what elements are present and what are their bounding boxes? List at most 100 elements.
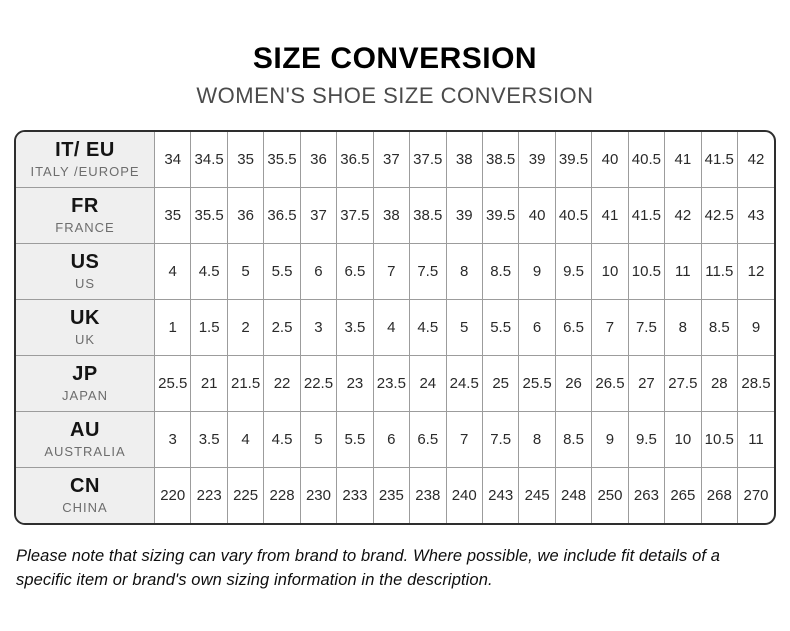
size-value-cell: 21: [190, 355, 228, 412]
size-value-cell: 42: [664, 187, 702, 244]
row-header-cell: IT/ EU ITALY /EUROPE: [16, 132, 155, 188]
size-value-cell: 228: [263, 467, 301, 523]
size-value-cell: 27.5: [664, 355, 702, 412]
region-name: CHINA: [62, 500, 108, 516]
size-value-cell: 1.5: [190, 299, 228, 356]
size-value-cell: 7: [591, 299, 629, 356]
size-value-cell: 38: [445, 132, 483, 188]
size-value-cell: 26: [554, 355, 593, 412]
table-row: US US 4 4.5 5 5.5 6 6.5 7 7.5 8 8.5 9 9.5 10 10.5 11 11.5…: [16, 243, 774, 300]
size-value-cell: 26.5: [591, 355, 629, 412]
size-value-cell: 4.5: [409, 299, 447, 356]
size-value-cell: 263: [627, 467, 666, 523]
size-value-cell: 10.5: [700, 411, 739, 468]
size-value-cell: 35: [226, 132, 265, 188]
size-value-cell: 41.5: [700, 132, 739, 188]
size-value-cell: 39.5: [481, 187, 520, 244]
size-value-cell: 38: [372, 187, 411, 244]
size-value-cell: 5.5: [336, 411, 374, 468]
size-value-cell: 6: [299, 243, 338, 300]
size-value-cell: 7.5: [627, 299, 666, 356]
region-name: UK: [74, 332, 96, 348]
size-value-cell: 248: [554, 467, 593, 523]
size-value-cell: 41: [591, 187, 629, 244]
size-value-cell: 34: [153, 132, 192, 188]
size-value-cell: 36.5: [336, 132, 374, 188]
size-value-cell: 9.5: [627, 411, 666, 468]
sizing-note: Please note that sizing can vary from br…: [16, 547, 720, 589]
table-row: UK UK 1 1.5 2 2.5 3 3.5 4 4.5 5 5.5 6 6.5 7 7.5 8 8.5 9: [16, 299, 774, 356]
region-name: ITALY /EUROPE: [30, 164, 140, 180]
size-value-cell: 28: [700, 355, 739, 412]
size-value-cell: 9.5: [554, 243, 593, 300]
size-value-cell: 8.5: [554, 411, 593, 468]
size-value-cell: 39: [445, 187, 483, 244]
size-value-cell: 5: [226, 243, 265, 300]
size-value-cell: 23.5: [372, 355, 411, 412]
row-header-cell: AU AUSTRALIA: [16, 411, 155, 468]
size-value-cell: 37: [372, 132, 411, 188]
size-value-cell: 23: [336, 355, 374, 412]
size-table-body: IT/ EU ITALY /EUROPE 34 34.5 35 35.5 36 36.5 37 3…: [16, 132, 774, 523]
size-value-cell: 37.5: [409, 132, 447, 188]
size-value-cell: 6.5: [554, 299, 593, 356]
size-value-cell: 8: [664, 299, 702, 356]
size-value-cell: 5: [299, 411, 338, 468]
size-value-cell: 8.5: [481, 243, 520, 300]
region-code: FR: [71, 195, 99, 218]
size-value-cell: 43: [737, 187, 774, 244]
table-row: AU AUSTRALIA 3 3.5 4 4.5 5 5.5 6 6.5 7 7.5 8 8.5 9 9.5 1…: [16, 411, 774, 468]
size-value-cell: 1: [153, 299, 192, 356]
size-value-cell: 25.5: [153, 355, 192, 412]
size-value-cell: 11: [664, 243, 702, 300]
size-value-cell: 4: [153, 243, 192, 300]
size-value-cell: 9: [737, 299, 774, 356]
size-value-cell: 7: [372, 243, 411, 300]
size-value-cell: 22.5: [299, 355, 338, 412]
size-value-cell: 27: [627, 355, 666, 412]
page-subtitle: WOMEN'S SHOE SIZE CONVERSION: [196, 83, 594, 108]
size-value-cell: 240: [445, 467, 483, 523]
size-value-cell: 6: [372, 411, 411, 468]
size-value-cell: 36: [226, 187, 265, 244]
size-value-cell: 223: [190, 467, 228, 523]
table-row: IT/ EU ITALY /EUROPE 34 34.5 35 35.5 36 36.5 37 3…: [16, 132, 774, 188]
size-value-cell: 35.5: [190, 187, 228, 244]
size-value-cell: 3: [299, 299, 338, 356]
size-value-cell: 220: [153, 467, 192, 523]
row-header-cell: JP JAPAN: [16, 355, 155, 412]
size-value-cell: 40.5: [627, 132, 666, 188]
size-value-cell: 2: [226, 299, 265, 356]
region-name: JAPAN: [62, 388, 108, 404]
region-code: US: [70, 251, 100, 274]
size-value-cell: 8.5: [700, 299, 739, 356]
size-value-cell: 42.5: [700, 187, 739, 244]
size-value-cell: 268: [700, 467, 739, 523]
size-value-cell: 37.5: [336, 187, 374, 244]
size-value-cell: 5.5: [263, 243, 301, 300]
size-value-cell: 25: [481, 355, 520, 412]
size-value-cell: 9: [518, 243, 556, 300]
size-value-cell: 35: [153, 187, 192, 244]
row-header-cell: US US: [16, 243, 155, 300]
size-value-cell: 35.5: [263, 132, 301, 188]
table-row: JP JAPAN 25.5 21 21.5 22 22.5 23 23.5 24 24.5 25 25.…: [16, 355, 774, 412]
size-value-cell: 235: [372, 467, 411, 523]
size-value-cell: 40: [591, 132, 629, 188]
size-value-cell: 11.5: [700, 243, 739, 300]
size-value-cell: 265: [664, 467, 702, 523]
table-row: CN CHINA 220 223 225 228 230 233 235 238 240 243 245…: [16, 467, 774, 523]
size-value-cell: 10: [591, 243, 629, 300]
size-value-cell: 12: [737, 243, 774, 300]
size-value-cell: 5.5: [481, 299, 520, 356]
region-name: US: [74, 276, 96, 292]
size-value-cell: 10: [664, 411, 702, 468]
size-value-cell: 8: [518, 411, 556, 468]
size-value-cell: 6.5: [336, 243, 374, 300]
size-value-cell: 36.5: [263, 187, 301, 244]
size-conversion-table: IT/ EU ITALY /EUROPE 34 34.5 35 35.5 36 36.5 37 3…: [16, 132, 774, 523]
size-value-cell: 9: [591, 411, 629, 468]
size-table-frame: IT/ EU ITALY /EUROPE 34 34.5 35 35.5 36 36.5 37 3…: [14, 130, 776, 525]
size-value-cell: 7.5: [481, 411, 520, 468]
size-value-cell: 40.5: [554, 187, 593, 244]
